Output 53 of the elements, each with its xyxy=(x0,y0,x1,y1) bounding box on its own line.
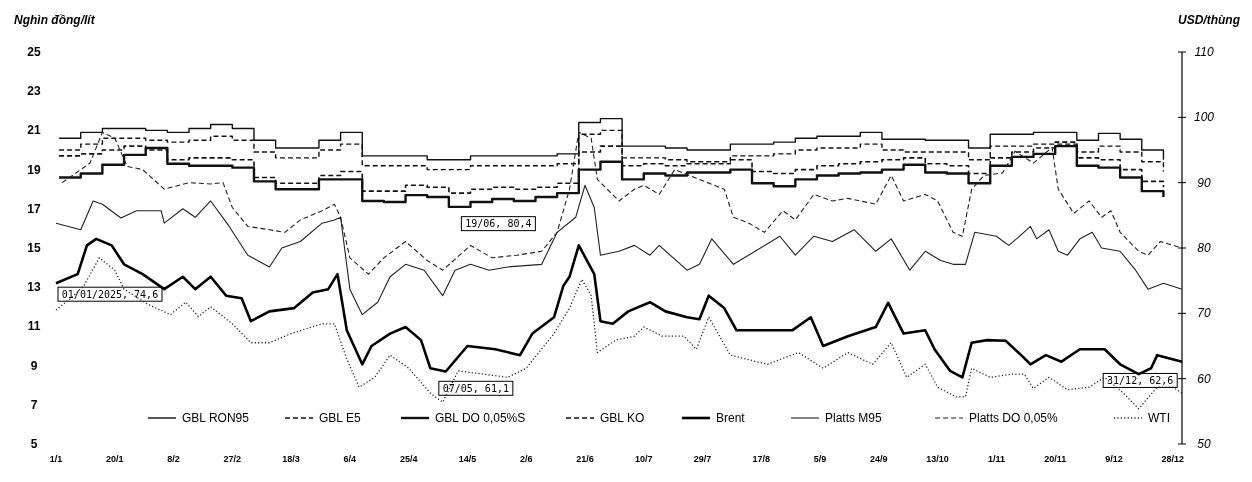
y-tick-label: 13 xyxy=(27,280,41,295)
x-tick-label: 9/12 xyxy=(1105,454,1123,464)
x-tick-label: 13/10 xyxy=(926,454,949,464)
x-tick-label: 6/4 xyxy=(343,454,357,464)
x-tick-label: 18/3 xyxy=(282,454,300,464)
y-tick-label: 15 xyxy=(27,241,41,255)
line-series xyxy=(55,257,1183,410)
x-tick-label: 29/7 xyxy=(693,454,712,464)
x-tick-label: 20/11 xyxy=(1044,454,1067,464)
annotation: 19/06, 80,4 xyxy=(465,218,532,230)
legend-label: GBL E5 xyxy=(319,411,361,425)
y2-tick-label: 60 xyxy=(1197,371,1211,386)
x-tick-label: 2/6 xyxy=(519,454,533,464)
y2-tick-label: 50 xyxy=(1197,437,1211,451)
y-tick-label: 19 xyxy=(27,162,41,177)
x-tick-label: 17/8 xyxy=(752,454,771,464)
x-tick-label: 24/9 xyxy=(870,454,888,464)
y2-tick-label: 100 xyxy=(1193,110,1215,125)
x-tick-label: 1/1 xyxy=(49,454,63,464)
x-tick-label: 20/1 xyxy=(106,454,124,464)
x-tick-label: 27/2 xyxy=(223,454,242,464)
legend-label: Platts DO 0,05% xyxy=(969,411,1059,425)
y-tick-label: 23 xyxy=(27,84,41,99)
y2-tick-label: 90 xyxy=(1197,175,1211,190)
y-tick-label: 5 xyxy=(30,437,38,451)
legend-label: GBL RON95 xyxy=(182,411,250,425)
annotation: 01/01/2025, 74,6 xyxy=(61,288,159,300)
legend-label: WTI xyxy=(1148,411,1170,425)
x-tick-label: 28/12 xyxy=(1161,454,1184,464)
legend-label: GBL KO xyxy=(600,411,645,425)
x-tick-label: 14/5 xyxy=(458,454,477,464)
y2-axis-title: USD/thùng xyxy=(1178,13,1241,27)
y-tick-label: 21 xyxy=(27,123,41,138)
annotation: 31/12, 62,6 xyxy=(1107,374,1174,386)
y-tick-label: 9 xyxy=(30,358,38,373)
y-axis-title: Nghìn đồng/lít xyxy=(14,13,96,27)
y-tick-label: 11 xyxy=(27,319,41,334)
y-tick-label: 25 xyxy=(27,45,41,59)
annotation: 07/05, 61,1 xyxy=(442,382,509,394)
legend-label: Brent xyxy=(716,411,746,425)
y2-tick-label: 70 xyxy=(1197,306,1211,321)
x-tick-label: 5/9 xyxy=(813,454,827,464)
y-tick-label: 7 xyxy=(30,397,38,412)
x-tick-label: 1/11 xyxy=(987,454,1005,464)
x-tick-label: 21/6 xyxy=(576,454,594,464)
legend-label: GBL DO 0,05%S xyxy=(435,411,526,425)
legend-label: Platts M95 xyxy=(825,411,883,425)
y-tick-label: 17 xyxy=(27,201,41,216)
x-tick-label: 8/2 xyxy=(167,454,180,464)
x-tick-label: 25/4 xyxy=(399,454,418,464)
x-tick-label: 10/7 xyxy=(634,454,653,464)
y2-tick-label: 80 xyxy=(1197,241,1211,255)
y2-tick-label: 110 xyxy=(1194,45,1214,59)
